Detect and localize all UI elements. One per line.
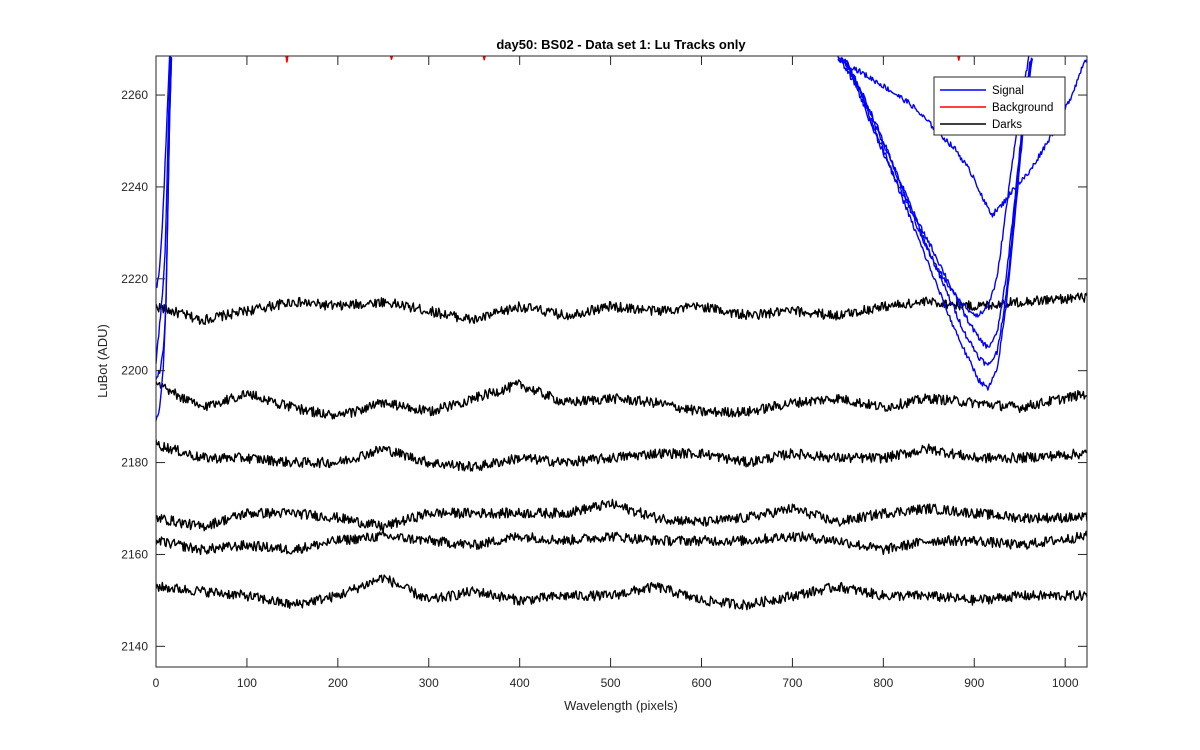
signal-line-7 (839, 57, 1032, 349)
y-tick-label: 2240 (121, 180, 148, 194)
legend-label-signal: Signal (992, 85, 1024, 97)
x-axis-label: Wavelength (pixels) (564, 698, 678, 713)
x-tick-label: 400 (510, 676, 530, 690)
signal-line-9 (842, 58, 1034, 391)
y-tick-label: 2200 (121, 364, 148, 378)
y-axis-label: LuBot (ADU) (95, 324, 110, 398)
axes-box (155, 55, 1088, 668)
signal-line-5 (837, 56, 1087, 218)
x-tick-label: 200 (328, 676, 348, 690)
legend-label-darks: Darks (992, 119, 1022, 131)
chart-title: day50: BS02 - Data set 1: Lu Tracks only (496, 37, 746, 52)
signal-line-8 (840, 57, 1033, 366)
x-tick-label: 1000 (1052, 676, 1079, 690)
legend-label-background: Background (992, 102, 1053, 114)
x-tick-label: 0 (153, 676, 160, 690)
tick-layer: 0 100 200 300 400 500 600 700 800 900 1000 2140 2160… (121, 56, 1087, 690)
y-tick-label: 2260 (121, 88, 148, 102)
x-tick-label: 300 (419, 676, 439, 690)
signal-line-3 (156, 57, 173, 421)
y-tick-label: 2180 (121, 456, 148, 470)
background-line-3 (482, 55, 486, 61)
darks-line-3 (156, 439, 1087, 472)
darks-line-6 (156, 574, 1087, 611)
background-line-1 (285, 55, 289, 63)
x-tick-label: 900 (964, 676, 984, 690)
background-line-2 (389, 55, 394, 60)
x-tick-label: 600 (691, 676, 711, 690)
x-tick-label: 500 (601, 676, 621, 690)
darks-line-2 (156, 379, 1087, 420)
legend: Signal Background Darks (933, 76, 1066, 136)
x-tick-label: 700 (782, 676, 802, 690)
y-tick-label: 2220 (121, 272, 148, 286)
legend-box (933, 76, 1066, 136)
series-layer (156, 55, 1087, 611)
signal-line-4 (156, 55, 171, 289)
signal-line-2 (156, 55, 172, 364)
darks-line-1 (156, 292, 1087, 326)
x-tick-label: 800 (873, 676, 893, 690)
plot-area (156, 56, 1087, 667)
darks-line-4 (156, 498, 1087, 532)
darks-line-5 (156, 530, 1087, 556)
background-line-4 (957, 55, 961, 61)
y-tick-label: 2140 (121, 639, 148, 653)
y-tick-label: 2160 (121, 547, 148, 561)
x-tick-label: 100 (237, 676, 257, 690)
